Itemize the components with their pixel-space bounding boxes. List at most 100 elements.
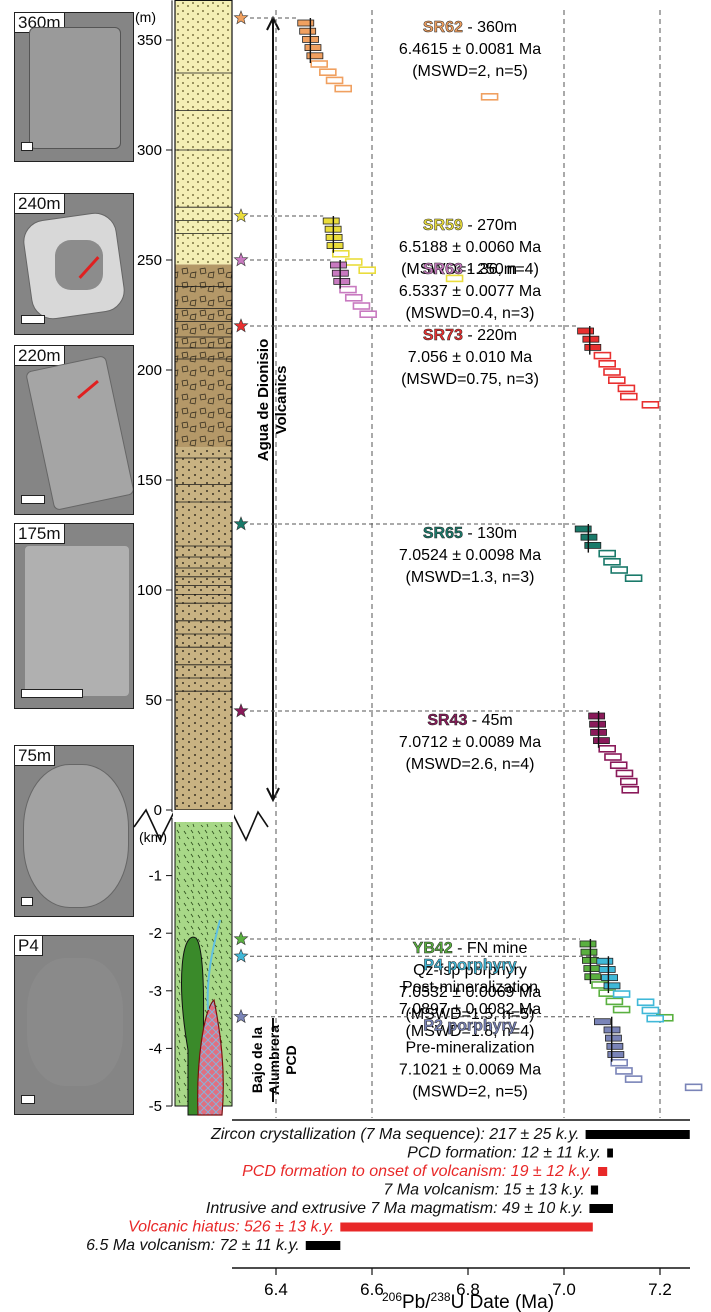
date-box bbox=[584, 542, 602, 549]
x-tick-label: 6.6 bbox=[360, 1280, 384, 1299]
date-box bbox=[610, 1058, 629, 1067]
date-box bbox=[603, 557, 621, 566]
sample-star-icon bbox=[233, 318, 249, 333]
sample-info-line: 7.0712 ± 0.0089 Ma bbox=[399, 734, 541, 751]
axis-unit-m: (m) bbox=[135, 9, 156, 25]
zircon-grain bbox=[29, 27, 121, 149]
date-box bbox=[584, 973, 602, 981]
photo-p4: P4 bbox=[14, 935, 134, 1115]
date-box bbox=[603, 982, 621, 990]
duration-label: PCD formation to onset of volcanism: 19 … bbox=[242, 1163, 592, 1180]
date-box bbox=[334, 84, 353, 93]
tick-label: -2 bbox=[149, 925, 162, 942]
date-box bbox=[593, 351, 612, 360]
sample-info-line: (MSWD=1.3, n=3) bbox=[406, 569, 535, 586]
p4-dike bbox=[206, 919, 221, 1011]
date-box bbox=[304, 44, 322, 51]
duration-label: 7 Ma volcanism: 15 ± 13 k.y. bbox=[383, 1182, 584, 1199]
sample-name-label: P2 porphyry bbox=[423, 1018, 516, 1035]
sample-suffix: - 360m bbox=[463, 19, 517, 36]
tick-label: 200 bbox=[137, 362, 162, 379]
sample-star-icon bbox=[233, 948, 249, 963]
sample-info-line: 6.4615 ± 0.0081 Ma bbox=[399, 41, 541, 58]
tick-label: 150 bbox=[137, 472, 162, 489]
duration-bar bbox=[589, 1204, 613, 1213]
sample-star-icon bbox=[233, 252, 249, 267]
date-box bbox=[607, 1051, 625, 1058]
duration-label: PCD formation: 12 ± 11 k.y. bbox=[407, 1145, 601, 1162]
sample-star-icon bbox=[233, 1008, 249, 1024]
sample-name: SR43 bbox=[427, 712, 467, 729]
date-box bbox=[306, 52, 324, 60]
date-box bbox=[607, 376, 626, 385]
photo-360m: 360m bbox=[14, 12, 134, 162]
sample-info-line: (MSWD=2.6, n=4) bbox=[406, 756, 535, 773]
sample-suffix: - 130m bbox=[463, 525, 517, 542]
sample-info-line: (MSWD=2, n=5) bbox=[412, 1084, 528, 1101]
x-tick-label: 6.4 bbox=[264, 1280, 288, 1299]
sample-star-icon bbox=[233, 931, 249, 946]
x-gridlines bbox=[275, 10, 661, 1118]
duration-label: Intrusive and extrusive 7 Ma magmatism: … bbox=[206, 1200, 584, 1217]
date-box bbox=[617, 384, 636, 393]
unit-label-line: Agua de Dionisio bbox=[255, 339, 272, 462]
duration-label: 6.5 Ma volcanism: 72 ± 11 k.y. bbox=[86, 1237, 300, 1254]
sample-suffix: - 250m bbox=[463, 261, 517, 278]
unit-label-line: PCD bbox=[283, 1045, 299, 1075]
duration-bars: Zircon crystallization (7 Ma sequence): … bbox=[86, 1126, 690, 1254]
duration-bar bbox=[598, 1167, 608, 1176]
date-box bbox=[326, 242, 344, 250]
unit-label-line: Bajo de la bbox=[249, 1027, 265, 1093]
date-box bbox=[624, 1075, 643, 1083]
sample-name-label: P4 porphyry bbox=[423, 957, 516, 974]
tick-label: -3 bbox=[149, 983, 162, 1000]
sample-name-label: SR43 - 45m bbox=[427, 712, 512, 729]
strat-layer bbox=[175, 370, 232, 447]
date-box bbox=[610, 566, 629, 574]
sample-name-label: SR63 - 250m bbox=[423, 261, 517, 278]
x-axis-title-superscript: 238 bbox=[431, 1290, 451, 1304]
scale-bar bbox=[21, 1095, 35, 1104]
date-box bbox=[641, 1006, 660, 1015]
date-box bbox=[577, 327, 594, 335]
date-box bbox=[621, 785, 640, 794]
photo-220m: 220m bbox=[14, 345, 134, 515]
date-box bbox=[584, 343, 602, 351]
sample-name: SR73 bbox=[423, 327, 463, 344]
date-box bbox=[574, 525, 592, 533]
scale-bar bbox=[21, 142, 33, 151]
date-box bbox=[579, 940, 597, 948]
date-box bbox=[358, 266, 377, 275]
date-box bbox=[601, 974, 618, 982]
sample-info-line: (MSWD=1.36, n=4) bbox=[401, 261, 539, 278]
sample-name: YB42 bbox=[413, 940, 453, 957]
zircon-grain bbox=[23, 764, 129, 908]
date-box bbox=[598, 966, 616, 973]
date-box bbox=[445, 274, 464, 283]
duration-bar bbox=[607, 1148, 613, 1158]
date-box bbox=[598, 744, 617, 753]
date-box bbox=[596, 957, 614, 965]
date-box bbox=[615, 769, 634, 778]
sample-info-line: Pre-mineralization bbox=[406, 1040, 535, 1057]
unit-label-line: Alumbrera bbox=[266, 1025, 282, 1095]
photo-240m: 240m bbox=[14, 193, 134, 335]
sample-name-label: SR65 - 130m bbox=[423, 525, 517, 542]
column-depth-axis: (m) 350 300 250 200 150 100 50 0 (km) -1 -2 -3 -4 -5 Ag… bbox=[135, 0, 299, 1115]
sample-name: SR65 bbox=[423, 525, 463, 542]
date-box bbox=[605, 1034, 622, 1042]
date-box bbox=[646, 1014, 665, 1023]
tick-label: 100 bbox=[137, 582, 162, 599]
date-box bbox=[352, 302, 371, 310]
sample-info-line: Qz-fsp porphyry bbox=[413, 962, 527, 979]
date-box bbox=[598, 359, 617, 368]
date-box bbox=[619, 777, 638, 786]
unconformity-break bbox=[133, 808, 269, 842]
duration-bar bbox=[340, 1222, 593, 1232]
sample-name: SR63 bbox=[423, 261, 463, 278]
duration-label: Volcanic hiatus: 526 ± 13 k.y. bbox=[128, 1219, 334, 1236]
sample-name-label: SR62 - 360m bbox=[423, 19, 517, 36]
sample-suffix: - 270m bbox=[463, 217, 517, 234]
sample-star-icon bbox=[233, 208, 249, 223]
